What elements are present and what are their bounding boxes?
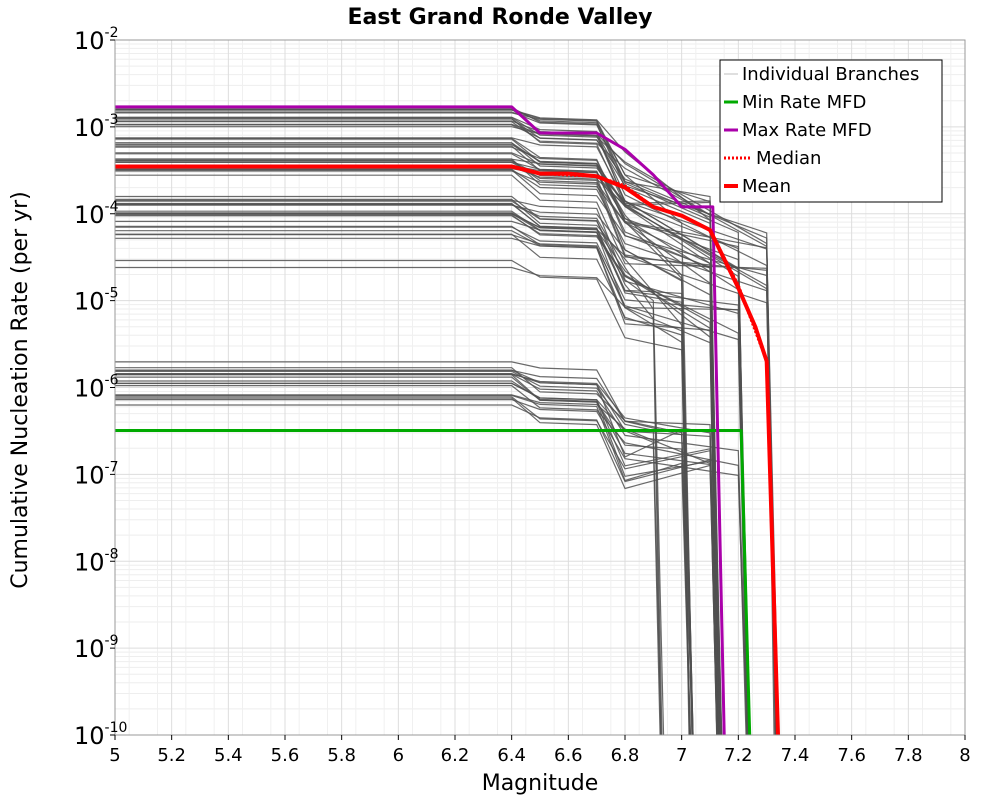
x-tick-label: 5.2 xyxy=(157,745,186,766)
branch-line xyxy=(115,158,691,735)
branch-line xyxy=(115,124,775,735)
y-tick-label: 10-2 xyxy=(74,25,119,55)
y-tick-label: 10-6 xyxy=(74,373,119,403)
x-axis-ticks: 5 5.2 5.4 5.6 5.8 6 6.2 6.4 6.6 6.8 7 7.2 7.4 7.6 7.8 8 xyxy=(109,735,971,766)
branch-line xyxy=(115,142,720,735)
branch-line xyxy=(115,126,776,735)
legend-label: Min Rate MFD xyxy=(742,92,866,113)
legend-label: Mean xyxy=(742,176,791,197)
branch-line xyxy=(115,376,692,735)
x-tick-label: 6.8 xyxy=(611,745,640,766)
branch-line xyxy=(115,169,778,735)
x-tick-label: 6.4 xyxy=(497,745,526,766)
branch-line xyxy=(115,234,694,735)
legend-label: Individual Branches xyxy=(742,64,919,85)
series-max-rate-mfd xyxy=(115,105,726,735)
series-min-rate-mfd xyxy=(115,429,752,735)
branch-line xyxy=(115,370,662,735)
x-tick-label: 8 xyxy=(959,745,970,766)
legend: Individual Branches Min Rate MFD Max Rate … xyxy=(719,59,943,203)
branch-line xyxy=(115,394,718,735)
branch-line xyxy=(115,230,693,735)
branch-line xyxy=(115,396,718,735)
branch-line xyxy=(115,394,691,735)
branch-line xyxy=(115,153,719,735)
x-tick-label: 7.4 xyxy=(781,745,810,766)
branch-line xyxy=(115,369,661,735)
branch-line xyxy=(115,369,691,735)
branch-line xyxy=(115,152,694,735)
branch-line xyxy=(115,199,665,735)
y-tick-label: 10-7 xyxy=(74,459,119,489)
x-tick-label: 7.6 xyxy=(837,745,866,766)
branch-line xyxy=(115,202,691,735)
x-axis-label: Magnitude xyxy=(482,771,599,796)
x-tick-label: 6.2 xyxy=(441,745,470,766)
branch-line xyxy=(115,237,718,735)
x-tick-label: 7.2 xyxy=(724,745,753,766)
legend-label: Max Rate MFD xyxy=(742,120,872,141)
branch-line xyxy=(115,137,749,735)
branch-line xyxy=(115,397,718,735)
branch-line xyxy=(115,382,718,735)
branch-line xyxy=(115,212,723,735)
branch-line xyxy=(115,203,694,735)
branch-line xyxy=(115,200,720,735)
x-tick-label: 6.6 xyxy=(554,745,583,766)
y-tick-label: 10-9 xyxy=(74,633,119,663)
x-tick-label: 5.6 xyxy=(271,745,300,766)
x-tick-label: 6 xyxy=(393,745,404,766)
branch-line xyxy=(115,404,720,735)
branch-line xyxy=(115,380,721,735)
x-tick-label: 5.4 xyxy=(214,745,243,766)
branch-line xyxy=(115,137,751,735)
branch-line xyxy=(115,121,777,735)
legend-box xyxy=(719,59,943,203)
branch-line xyxy=(115,373,748,735)
branch-line xyxy=(115,374,721,735)
y-tick-label: 10-4 xyxy=(74,199,119,229)
chart-title: East Grand Ronde Valley xyxy=(347,5,652,30)
branch-line xyxy=(115,144,750,735)
branch-line xyxy=(115,399,748,735)
y-tick-label: 10-10 xyxy=(74,720,127,750)
series-lines xyxy=(115,105,780,735)
x-tick-label: 5.8 xyxy=(327,745,356,766)
branch-line xyxy=(115,266,719,735)
y-axis-ticks: 10-2 10-3 10-4 10-5 10-6 10-7 10-8 10-9 10-10 xyxy=(74,25,127,750)
branch-line xyxy=(115,220,749,735)
branch-line xyxy=(115,204,719,735)
individual-branches xyxy=(115,107,780,735)
y-axis-label: Cumulative Nucleation Rate (per yr) xyxy=(8,191,33,589)
y-tick-label: 10-5 xyxy=(74,286,119,316)
x-tick-label: 7 xyxy=(676,745,687,766)
branch-line xyxy=(115,373,694,735)
branch-line xyxy=(115,233,690,735)
branch-line xyxy=(115,361,719,735)
branch-line xyxy=(115,204,663,735)
branch-line xyxy=(115,195,662,735)
legend-label: Median xyxy=(756,148,821,169)
x-tick-label: 5 xyxy=(109,745,120,766)
branch-line xyxy=(115,170,777,735)
series-mean xyxy=(115,164,780,735)
branch-line xyxy=(115,226,750,735)
branch-line xyxy=(115,214,719,735)
y-tick-label: 10-8 xyxy=(74,546,119,576)
x-tick-label: 7.8 xyxy=(894,745,923,766)
y-tick-label: 10-3 xyxy=(74,112,119,142)
branch-line xyxy=(115,118,777,735)
branch-line xyxy=(115,117,777,735)
branch-line xyxy=(115,259,691,735)
branch-line xyxy=(115,385,747,735)
branch-line xyxy=(115,112,720,735)
